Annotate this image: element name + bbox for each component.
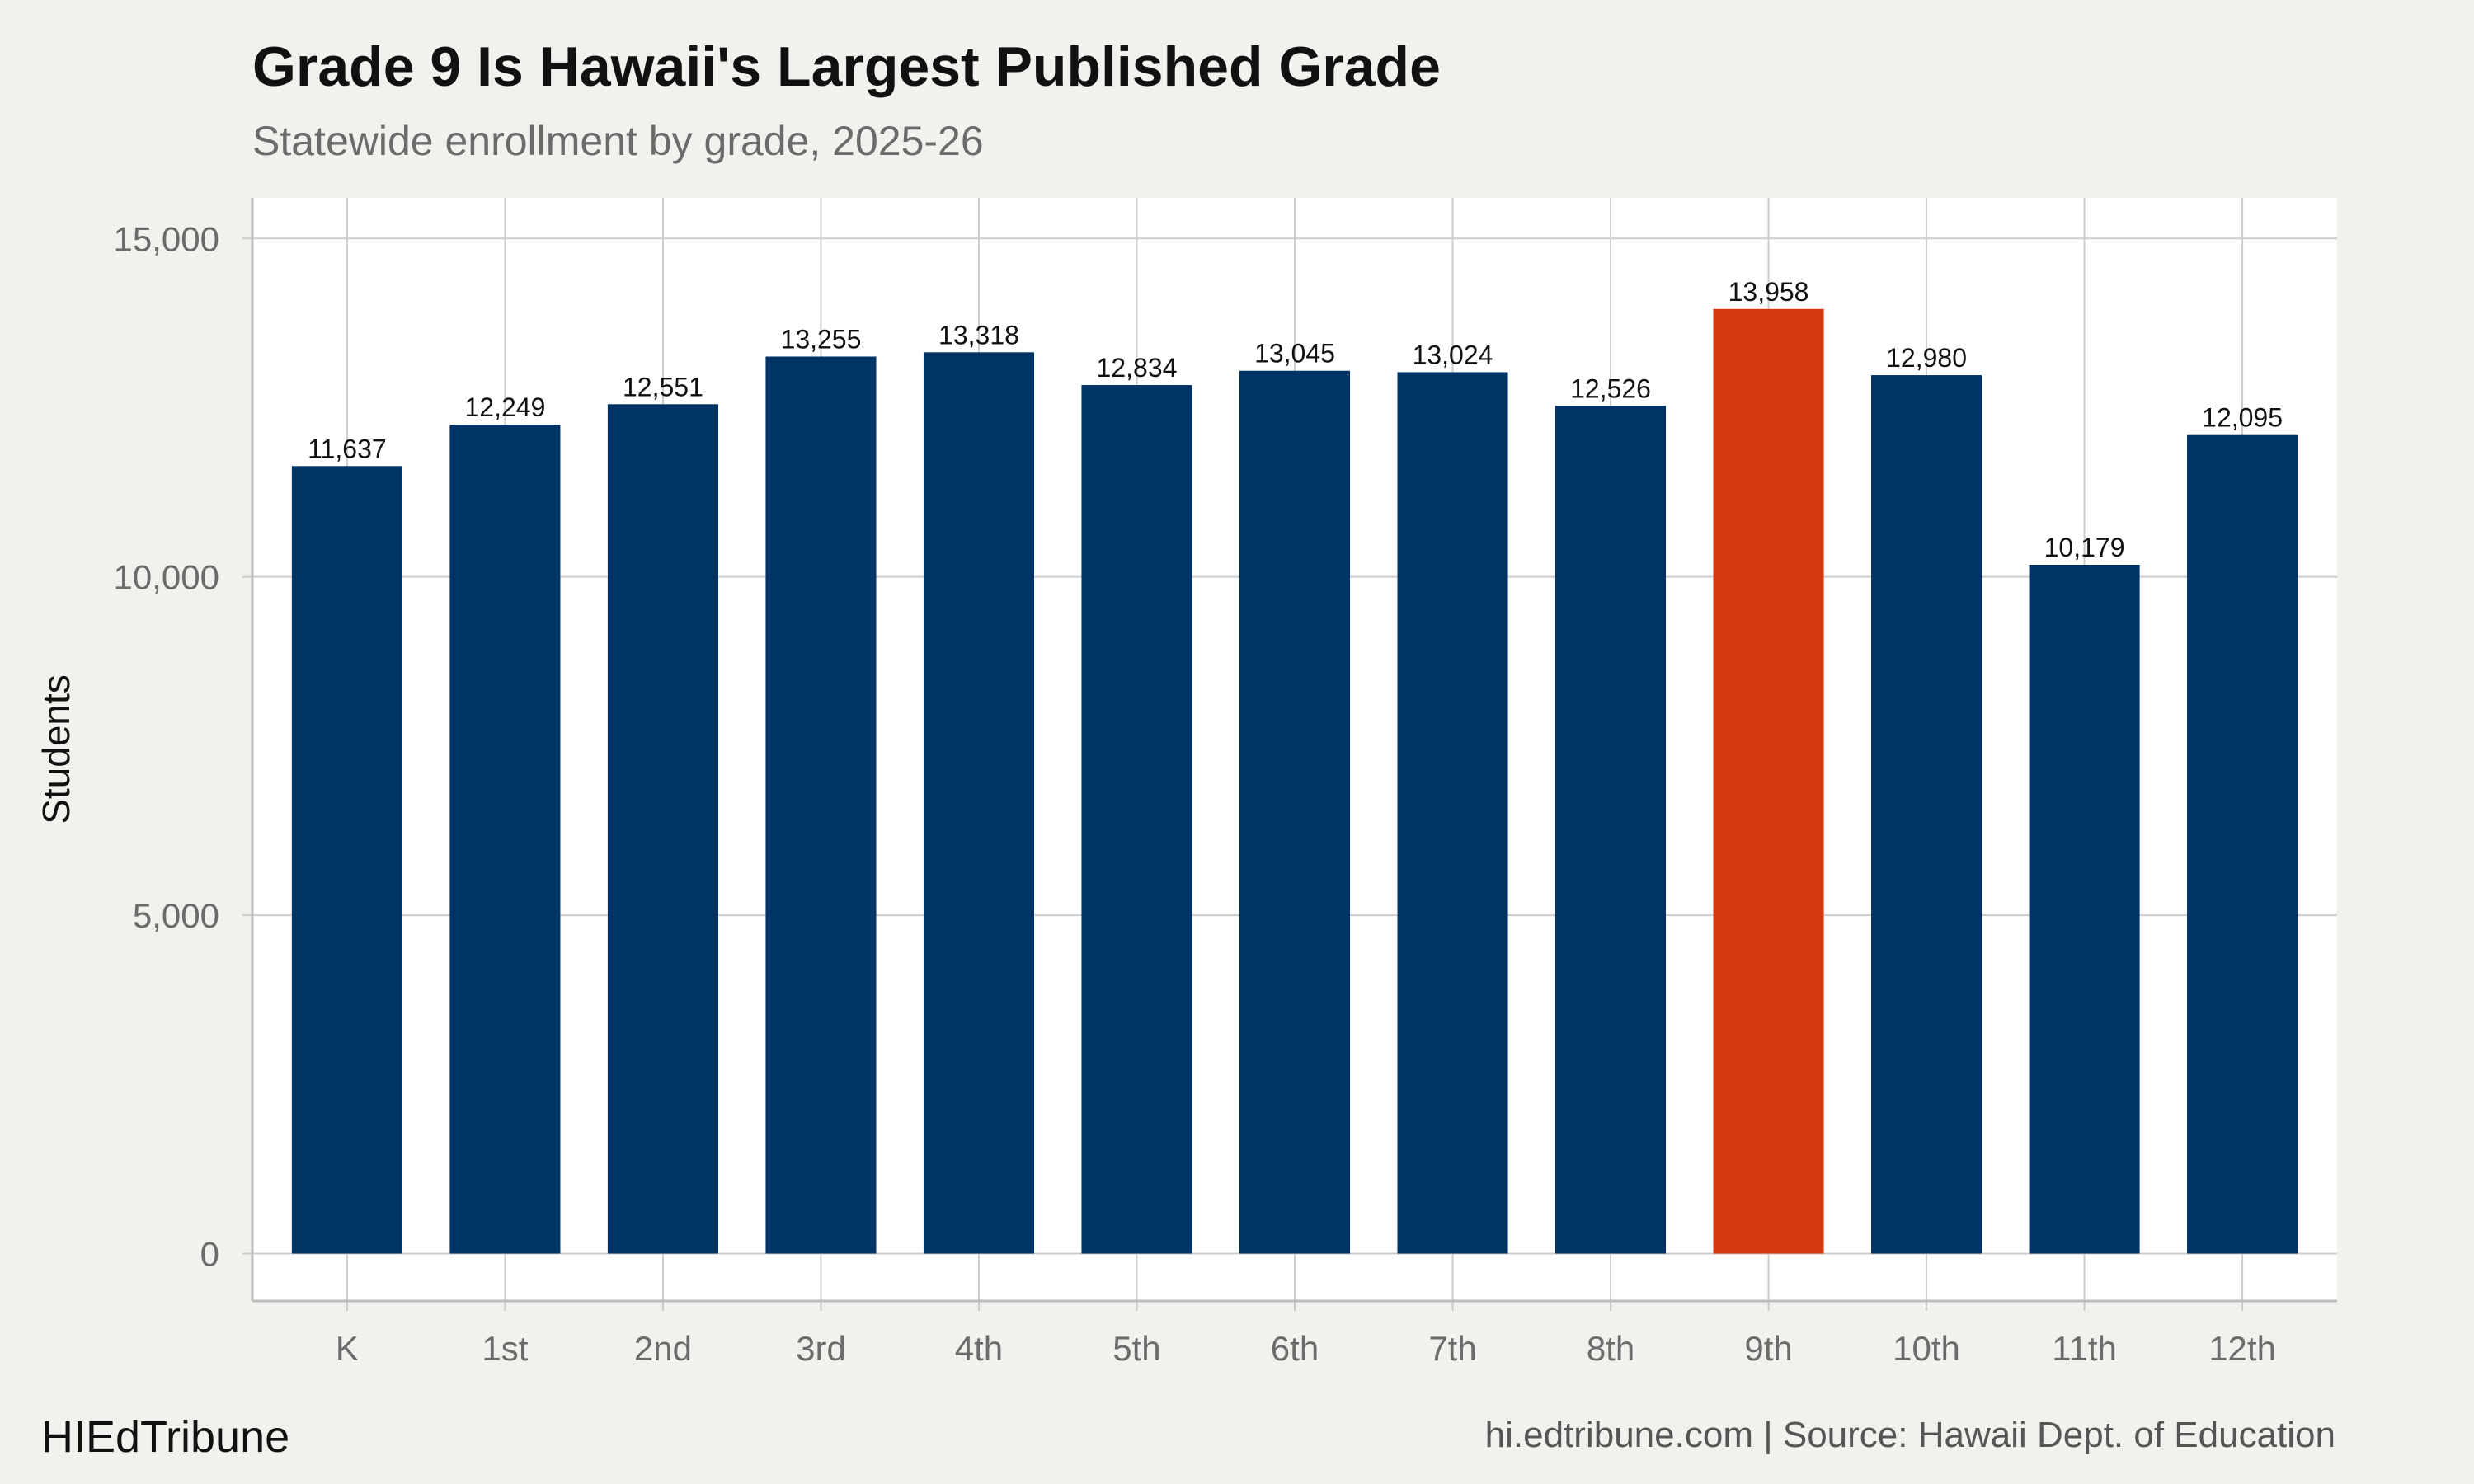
x-tick-label-4th: 4th <box>955 1329 1003 1368</box>
x-tick-label-3rd: 3rd <box>796 1329 846 1368</box>
bar-3rd <box>765 356 877 1254</box>
bar-9th <box>1713 308 1824 1254</box>
brand-wordmark: HIEdTribune <box>41 1412 290 1462</box>
x-tick-label-k: K <box>336 1329 359 1368</box>
x-tick-label-8th: 8th <box>1587 1329 1634 1368</box>
bar-7th <box>1397 372 1508 1254</box>
x-tick-label-7th: 7th <box>1428 1329 1476 1368</box>
bars <box>291 308 2298 1254</box>
data-label-9th: 13,958 <box>1729 277 1809 307</box>
x-tick-label-5th: 5th <box>1112 1329 1160 1368</box>
bar-4th <box>923 352 1034 1254</box>
bar-k <box>291 466 402 1254</box>
data-label-7th: 13,024 <box>1413 340 1493 369</box>
y-tick-label: 5,000 <box>133 896 219 935</box>
bar-10th <box>1871 375 1982 1254</box>
data-label-3rd: 13,255 <box>781 324 862 354</box>
y-tick-label: 15,000 <box>114 219 219 258</box>
x-tick-label-6th: 6th <box>1271 1329 1319 1368</box>
x-tick-label-1st: 1st <box>482 1329 528 1368</box>
chart-title: Grade 9 Is Hawaii's Largest Published Gr… <box>252 35 1441 98</box>
data-label-4th: 13,318 <box>938 320 1019 350</box>
data-label-12th: 12,095 <box>2202 403 2283 433</box>
data-label-6th: 13,045 <box>1254 339 1335 369</box>
x-tick-label-12th: 12th <box>2208 1329 2276 1368</box>
data-label-8th: 12,526 <box>1570 373 1651 403</box>
chart-subtitle: Statewide enrollment by grade, 2025-26 <box>252 118 984 164</box>
data-label-2nd: 12,551 <box>623 372 703 402</box>
y-axis-title: Students <box>35 674 78 824</box>
x-tick-label-10th: 10th <box>1893 1329 1960 1368</box>
bar-2nd <box>607 404 718 1254</box>
data-label-5th: 12,834 <box>1097 353 1178 383</box>
x-tick-label-11th: 11th <box>2052 1329 2117 1368</box>
y-tick-label: 10,000 <box>114 558 219 597</box>
axes: 0 5,000 10,000 15,000 K 1st 2nd 3rd 4th 5th 6th 7th… <box>114 198 2337 1368</box>
y-tick-label: 0 <box>200 1235 219 1274</box>
data-labels: 11,637 12,249 12,551 13,255 13,318 12,834 13,0… <box>308 277 2283 562</box>
bar-6th <box>1239 370 1351 1254</box>
source-note: hi.edtribune.com | Source: Hawaii Dept. … <box>1484 1415 2335 1455</box>
data-label-10th: 12,980 <box>1886 343 1967 373</box>
x-tick-label-9th: 9th <box>1744 1329 1792 1368</box>
data-label-k: 11,637 <box>308 434 387 463</box>
data-label-1st: 12,249 <box>464 392 545 422</box>
bar-8th <box>1555 406 1667 1254</box>
bar-5th <box>1081 385 1192 1254</box>
bar-1st <box>449 425 561 1254</box>
x-tick-label-2nd: 2nd <box>634 1329 692 1368</box>
bar-12th <box>2187 434 2298 1254</box>
data-label-11th: 10,179 <box>2044 533 2125 562</box>
bar-11th <box>2029 564 2140 1254</box>
